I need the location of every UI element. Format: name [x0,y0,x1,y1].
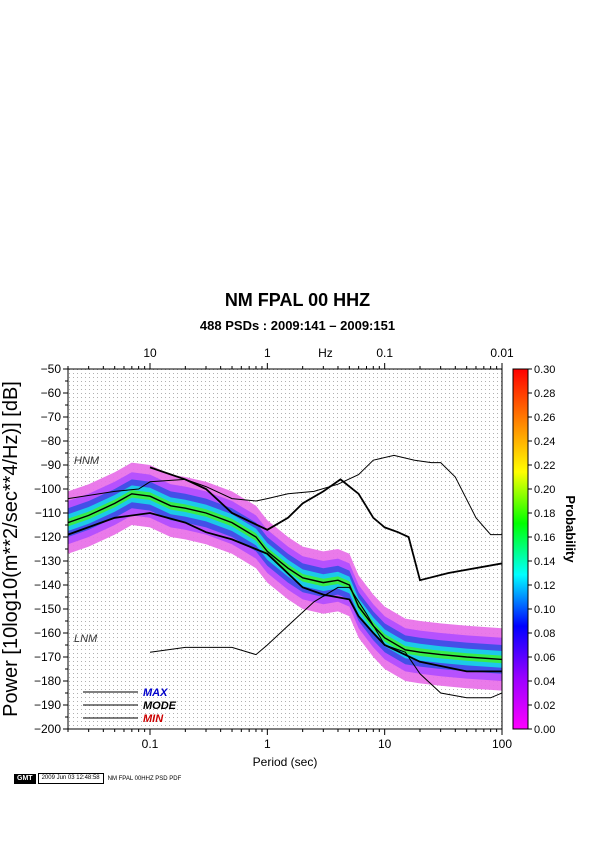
gmt-logo: GMT [14,773,36,784]
y-tick-label: −50 [41,362,62,376]
y-tick-label: −200 [34,722,61,736]
colorbar-tick-label: 0.10 [534,604,555,616]
label-hnm: HNM [74,455,100,467]
colorbar-label: Probability [563,495,578,563]
colorbar-tick-label: 0.12 [534,580,555,592]
y-tick-label: −80 [41,434,62,448]
chart-subtitle: 488 PSDs : 2009:141 – 2009:151 [199,318,396,333]
x-tick-label: 10 [378,737,392,751]
statistic-curves [68,466,502,673]
curve-lnm [149,586,502,699]
y-tick-label: −100 [34,482,61,496]
y-tick-label: −120 [34,530,61,544]
colorbar-gradient [512,368,529,730]
label-lnm: LNM [74,633,98,645]
y-tick-label: −140 [34,578,61,592]
y-tick-label: −60 [41,386,62,400]
colorbar-tick-label: 0.22 [534,460,555,472]
x-tick-label: 100 [492,737,512,751]
y-tick-label: −150 [34,602,61,616]
y-tick-label: −160 [34,626,61,640]
colorbar-tick-label: 0.18 [534,508,555,520]
reference-curves [68,454,502,699]
colorbar-tick-label: 0.26 [534,412,555,424]
curve-mode [68,493,502,661]
top-axis-label: Hz [318,346,333,360]
curve-min [68,512,502,673]
x-tick-label: 0.1 [142,737,159,751]
x-axis-label: Period (sec) [253,755,318,769]
y-tick-label: −70 [41,410,62,424]
top-tick-label: 0.01 [490,346,514,360]
colorbar-tick-label: 0.24 [534,436,555,448]
timestamp: 2009 Jun 03 12:48:58 [37,773,104,784]
probability-colorbar: 0.00 0.02 0.04 0.06 0.08 0.10 0.12 0.14 0.16 0.18… [512,364,578,736]
legend-label-mode: MODE [143,700,177,712]
y-tick-label: −190 [34,698,61,712]
curve-max [149,466,502,582]
density-band-2 [68,479,502,674]
y-tick-label: −130 [34,554,61,568]
colorbar-tick-label: 0.30 [534,364,555,376]
colorbar-tick-label: 0.28 [534,388,555,400]
colorbar-tick-label: 0.02 [534,700,555,712]
y-axis-label: Power [10log10(m**2/sec**4/Hz)] [dB] [0,381,22,717]
colorbar-tick-label: 0.06 [534,652,555,664]
y-tick-label: −180 [34,674,61,688]
legend-label-max: MAX [143,687,168,699]
colorbar-tick-label: 0.14 [534,556,555,568]
top-tick-label: 10 [143,346,157,360]
colorbar-tick-label: 0.16 [534,532,555,544]
axes: −50 −60 −70 −80 −90 −100 −110 −120 −130 −140 −150 −… [0,346,514,769]
colorbar-tick-label: 0.20 [534,484,555,496]
curve-hnm [68,454,502,536]
colorbar-tick-label: 0.04 [534,676,555,688]
x-tick-label: 1 [264,737,271,751]
colorbar-tick-label: 0.08 [534,628,555,640]
footer-caption: NM FPAL 00HHZ PSD PDF [107,775,182,782]
legend-label-min: MIN [143,713,164,725]
footer-stamp: GMT 2009 Jun 03 12:48:58 NM FPAL 00HHZ P… [14,773,181,784]
density-band-4 [68,490,502,664]
top-tick-label: 1 [264,346,271,360]
chart-title: NM FPAL 00 HHZ [224,290,371,310]
y-tick-label: −170 [34,650,61,664]
y-tick-label: −90 [41,458,62,472]
top-tick-label: 0.1 [376,346,393,360]
colorbar-tick-label: 0.00 [534,724,555,736]
y-tick-label: −110 [35,506,61,520]
